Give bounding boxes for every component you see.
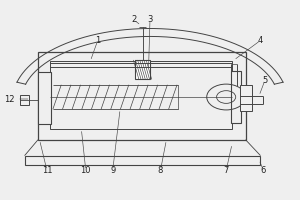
- Text: 7: 7: [224, 166, 229, 175]
- Bar: [38, 52, 246, 140]
- Text: 11: 11: [42, 166, 52, 175]
- Bar: [38, 72, 52, 124]
- Bar: [25, 156, 260, 165]
- Text: 5: 5: [262, 76, 268, 85]
- Text: 6: 6: [261, 166, 266, 175]
- Bar: [135, 60, 150, 79]
- Text: 3: 3: [147, 15, 153, 24]
- Bar: [231, 71, 241, 123]
- Text: 1: 1: [95, 36, 100, 45]
- Bar: [240, 85, 251, 111]
- Text: 9: 9: [110, 166, 115, 175]
- Text: 12: 12: [4, 95, 15, 104]
- Text: 8: 8: [158, 166, 163, 175]
- Text: 4: 4: [258, 36, 263, 45]
- Text: 10: 10: [80, 166, 91, 175]
- Bar: [50, 61, 232, 129]
- Bar: [20, 95, 29, 105]
- Text: 2: 2: [131, 15, 136, 24]
